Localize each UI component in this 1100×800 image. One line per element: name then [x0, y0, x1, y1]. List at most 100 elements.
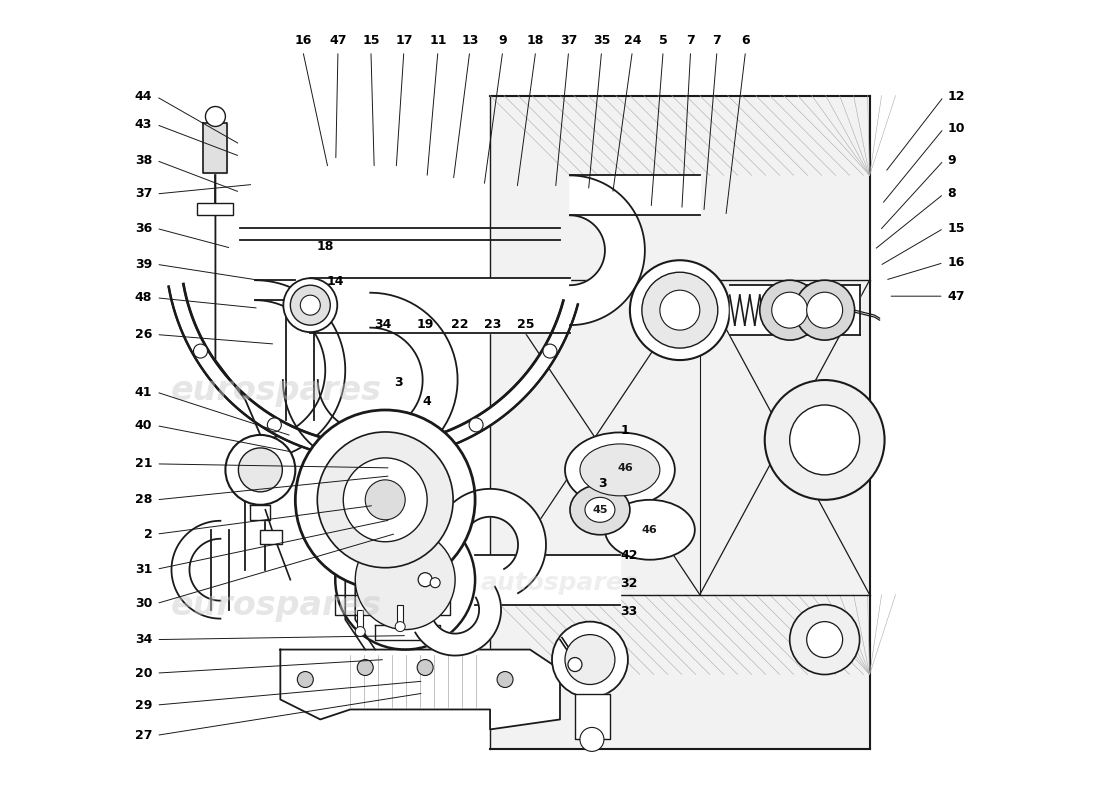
- Text: 33: 33: [620, 605, 638, 618]
- Circle shape: [764, 380, 884, 500]
- Polygon shape: [255, 280, 345, 460]
- Text: 29: 29: [135, 698, 152, 711]
- Polygon shape: [416, 586, 502, 655]
- Polygon shape: [310, 278, 570, 333]
- Circle shape: [295, 410, 475, 590]
- Text: 34: 34: [135, 633, 152, 646]
- Circle shape: [790, 605, 859, 674]
- Circle shape: [343, 458, 427, 542]
- Circle shape: [430, 578, 440, 588]
- Ellipse shape: [580, 444, 660, 496]
- Circle shape: [806, 292, 843, 328]
- Polygon shape: [245, 450, 265, 570]
- Text: 16: 16: [294, 34, 311, 47]
- Circle shape: [368, 445, 382, 459]
- Polygon shape: [283, 293, 458, 467]
- Polygon shape: [375, 625, 440, 639]
- Circle shape: [418, 573, 432, 586]
- Bar: [197, 203, 233, 215]
- Text: 18: 18: [316, 240, 333, 253]
- Circle shape: [469, 418, 483, 432]
- Circle shape: [552, 622, 628, 698]
- Text: 48: 48: [135, 291, 152, 304]
- Text: 47: 47: [329, 34, 346, 47]
- Polygon shape: [336, 594, 450, 614]
- Text: 8: 8: [948, 187, 956, 201]
- Text: 2: 2: [144, 528, 152, 541]
- Polygon shape: [204, 123, 228, 174]
- Circle shape: [417, 659, 433, 675]
- Text: 25: 25: [517, 318, 535, 330]
- Ellipse shape: [570, 485, 630, 534]
- Circle shape: [497, 671, 513, 687]
- Polygon shape: [251, 505, 271, 520]
- Polygon shape: [491, 95, 870, 750]
- Ellipse shape: [585, 498, 615, 522]
- Text: eurospares: eurospares: [170, 374, 382, 407]
- Text: 5: 5: [659, 34, 668, 47]
- Text: 40: 40: [135, 419, 152, 432]
- Text: 10: 10: [948, 122, 965, 135]
- Text: 44: 44: [135, 90, 152, 103]
- Text: 47: 47: [948, 290, 965, 302]
- Text: 15: 15: [362, 34, 380, 47]
- Circle shape: [660, 290, 700, 330]
- Text: 37: 37: [560, 34, 578, 47]
- Circle shape: [790, 405, 859, 475]
- Text: 46: 46: [642, 525, 658, 534]
- Circle shape: [806, 622, 843, 658]
- Text: 27: 27: [135, 729, 152, 742]
- Text: 34: 34: [374, 318, 392, 330]
- Circle shape: [358, 659, 373, 675]
- Text: 28: 28: [135, 494, 152, 506]
- Text: 15: 15: [948, 222, 965, 234]
- Text: 9: 9: [948, 154, 956, 167]
- Circle shape: [226, 435, 295, 505]
- Text: 14: 14: [327, 275, 344, 288]
- Text: 7: 7: [713, 34, 722, 47]
- Polygon shape: [570, 175, 700, 215]
- Text: 38: 38: [135, 154, 152, 167]
- Text: 39: 39: [135, 258, 152, 270]
- Text: 20: 20: [135, 666, 152, 680]
- Text: 1: 1: [620, 424, 629, 437]
- Text: 26: 26: [135, 328, 152, 341]
- Circle shape: [290, 285, 330, 325]
- Ellipse shape: [565, 433, 674, 507]
- Polygon shape: [575, 694, 609, 739]
- Circle shape: [794, 280, 855, 340]
- Polygon shape: [280, 650, 560, 730]
- Text: 18: 18: [527, 34, 544, 47]
- Text: 16: 16: [948, 256, 965, 269]
- Circle shape: [317, 432, 453, 568]
- Circle shape: [284, 278, 338, 332]
- Circle shape: [336, 510, 475, 650]
- Polygon shape: [454, 489, 546, 593]
- Text: 31: 31: [135, 563, 152, 576]
- Circle shape: [568, 658, 582, 671]
- Text: 13: 13: [461, 34, 478, 47]
- Ellipse shape: [605, 500, 695, 560]
- Circle shape: [365, 480, 405, 520]
- Text: 17: 17: [395, 34, 412, 47]
- Circle shape: [772, 292, 807, 328]
- Circle shape: [355, 626, 365, 637]
- Polygon shape: [475, 554, 620, 605]
- Text: 41: 41: [135, 386, 152, 398]
- Polygon shape: [168, 284, 578, 460]
- Text: 37: 37: [135, 187, 152, 201]
- Circle shape: [297, 671, 313, 687]
- Bar: [261, 530, 283, 544]
- Text: 43: 43: [135, 118, 152, 131]
- Bar: [397, 605, 404, 625]
- Circle shape: [300, 295, 320, 315]
- Polygon shape: [211, 530, 230, 610]
- Polygon shape: [570, 175, 645, 325]
- Circle shape: [206, 106, 225, 126]
- Polygon shape: [255, 280, 295, 300]
- Bar: [358, 610, 363, 630]
- Circle shape: [395, 622, 405, 631]
- Circle shape: [194, 344, 208, 358]
- Text: 35: 35: [593, 34, 611, 47]
- Text: 45: 45: [592, 505, 607, 515]
